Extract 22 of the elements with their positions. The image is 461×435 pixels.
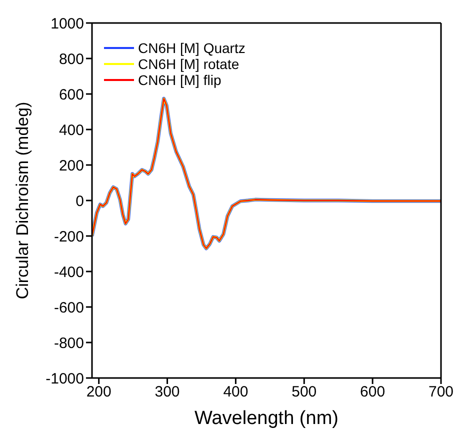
x-tick-label: 300 [154,384,180,401]
y-tick-label: 600 [58,86,84,104]
x-tick-label: 700 [428,384,454,401]
legend-label: CN6H [M] Quartz [138,40,246,56]
y-tick-label: 1000 [50,15,84,32]
y-tick-label: -400 [54,264,84,281]
y-tick-label: -200 [54,228,84,246]
y-tick-label: -1000 [46,370,84,388]
x-tick-label: 200 [86,384,112,401]
legend-label: CN6H [M] rotate [138,56,240,72]
x-tick-label: 500 [292,384,317,401]
y-tick-label: 0 [76,192,84,210]
y-tick-label: -600 [54,299,84,316]
legend-label: CN6H [M] flip [138,72,222,88]
y-tick-label: 400 [58,122,84,139]
y-axis-title: Circular Dichroism (mdeg) [13,102,32,300]
y-tick-label: 800 [58,50,84,68]
x-axis-title: Wavelength (nm) [194,408,338,429]
y-tick-label: 200 [58,157,84,174]
x-tick-label: 600 [360,384,386,401]
x-tick-label: 400 [223,384,248,401]
y-tick-label: -800 [54,334,84,352]
